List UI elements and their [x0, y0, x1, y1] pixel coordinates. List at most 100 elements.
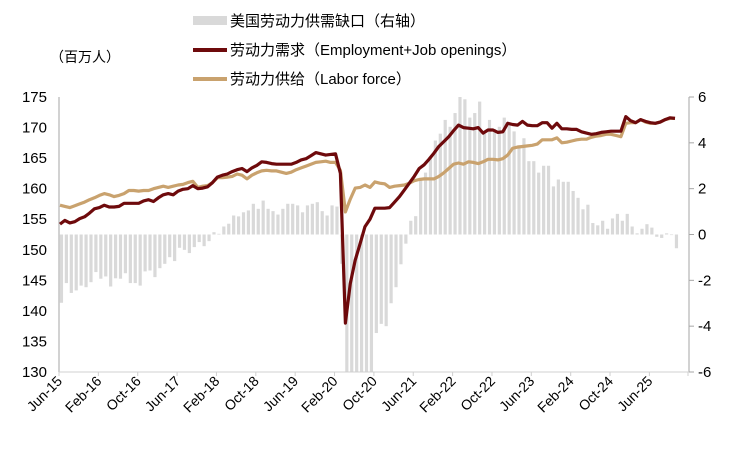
- gap-bar: [148, 234, 152, 271]
- gap-bar: [315, 202, 319, 235]
- gap-bar: [236, 216, 241, 235]
- gap-bar: [414, 216, 418, 235]
- gap-bar: [546, 165, 551, 235]
- gap-bar: [128, 234, 132, 284]
- legend-item-demand: 劳动力需求（Employment+Job openings）: [193, 35, 516, 64]
- gap-bar: [177, 234, 182, 248]
- gap-bar: [133, 234, 137, 284]
- gap-bar: [482, 133, 487, 235]
- x-axis-tick-label: Oct-18: [221, 373, 262, 414]
- right-axis-tick-label: -4: [698, 318, 711, 335]
- x-axis-tick-label: Feb-18: [180, 373, 223, 416]
- left-axis-tick-label: 170: [22, 120, 47, 137]
- legend-label-demand: 劳动力需求（Employment+Job openings）: [230, 42, 517, 59]
- gap-bar: [404, 234, 408, 244]
- gap-bar: [645, 224, 649, 235]
- gap-bar: [207, 234, 211, 242]
- gap-bar: [143, 234, 147, 272]
- x-axis-tick-label: Jun-25: [614, 373, 656, 415]
- gap-bar: [620, 220, 624, 235]
- gap-bar: [571, 190, 575, 235]
- gap-bar: [453, 113, 457, 235]
- gap-bar: [192, 234, 196, 248]
- gap-bar: [359, 234, 364, 372]
- gap-bar: [227, 223, 231, 235]
- legend-swatch-supply: [193, 76, 227, 81]
- gap-bar: [335, 206, 339, 235]
- gap-bar: [281, 208, 285, 235]
- gap-bar: [625, 213, 629, 235]
- left-axis-tick-label: 160: [22, 181, 47, 198]
- left-axis-tick-label: 150: [22, 242, 47, 259]
- x-axis-tick-label: Oct-22: [457, 373, 498, 414]
- gap-bar: [74, 234, 78, 291]
- gap-bar: [64, 234, 68, 284]
- gap-bar: [596, 225, 600, 235]
- gap-bar: [369, 234, 374, 372]
- gap-bar: [168, 234, 172, 258]
- legend-label-gap: 美国劳动力供需缺口（右轴）: [230, 13, 426, 30]
- gap-bar: [630, 226, 634, 235]
- right-axis-tick-label: -2: [698, 272, 711, 289]
- gap-bar: [232, 215, 236, 235]
- gap-bar: [261, 200, 265, 235]
- gap-bar: [522, 138, 526, 235]
- supply-line: [59, 116, 675, 214]
- x-axis-tick-label: Jun-21: [378, 373, 420, 415]
- gap-bar: [325, 215, 329, 235]
- gap-bar: [113, 234, 118, 279]
- gap-bar: [581, 209, 585, 235]
- gap-bar: [222, 226, 226, 235]
- gap-bar: [650, 227, 654, 235]
- gap-bar: [109, 234, 113, 287]
- x-axis-tick-label: Oct-16: [103, 373, 144, 414]
- gap-bar: [660, 234, 664, 238]
- gap-bar: [640, 228, 644, 235]
- gap-bar: [419, 179, 423, 235]
- gap-bar: [300, 212, 305, 235]
- legend-item-gap: 美国劳动力供需缺口（右轴）: [193, 6, 516, 35]
- gap-bar: [635, 233, 639, 235]
- axes: [58, 96, 694, 376]
- gap-bar: [153, 234, 157, 278]
- gap-bar: [246, 210, 251, 235]
- gap-bar: [384, 234, 388, 327]
- gap-bar: [428, 156, 433, 235]
- x-axis-tick-label: Jun-19: [260, 373, 302, 415]
- x-axis-tick-label: Feb-20: [298, 373, 341, 416]
- right-axis-tick-label: 4: [698, 135, 706, 152]
- left-axis-unit: （百万人）: [50, 49, 120, 65]
- gap-bar: [665, 233, 669, 235]
- gap-bar: [512, 131, 516, 235]
- gap-bar: [163, 234, 167, 264]
- series-lines: [59, 114, 676, 325]
- demand-line: [59, 114, 676, 325]
- gap-bar: [517, 145, 521, 235]
- x-axis-tick-label: Feb-16: [62, 373, 105, 416]
- right-axis-tick-label: 6: [698, 89, 706, 106]
- x-axis-tick-label: Jun-23: [496, 373, 538, 415]
- gap-bar: [79, 234, 83, 286]
- gap-bar: [556, 179, 560, 235]
- gap-bar: [389, 234, 393, 304]
- legend-label-supply: 劳动力供给（Labor force）: [230, 71, 411, 88]
- left-axis-tick-label: 155: [22, 211, 47, 228]
- gap-bar: [217, 233, 221, 235]
- gap-bar: [241, 212, 246, 235]
- gap-bar: [94, 234, 98, 273]
- x-axis-tick-label: Feb-24: [534, 373, 577, 416]
- gap-bar: [355, 234, 359, 372]
- gap-bar: [615, 213, 620, 235]
- legend-swatch-gap: [193, 16, 227, 25]
- gap-bar: [104, 234, 108, 277]
- gap-bar: [364, 234, 369, 372]
- gap-bar: [320, 211, 324, 235]
- gap-bar: [423, 172, 428, 235]
- gap-bar: [566, 181, 570, 235]
- gap-bar: [187, 234, 191, 254]
- gap-bar: [507, 124, 511, 235]
- gap-bar: [438, 133, 442, 235]
- left-axis-tick-label: 130: [22, 364, 47, 381]
- gap-bar: [399, 234, 403, 265]
